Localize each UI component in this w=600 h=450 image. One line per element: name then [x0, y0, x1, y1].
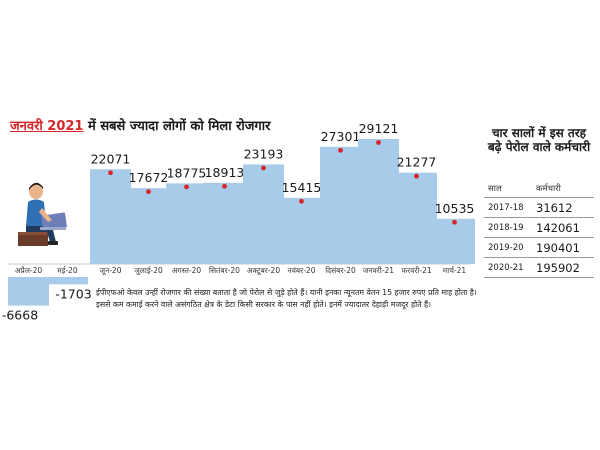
bar — [166, 183, 207, 264]
chart-headline: जनवरी 2021 में सबसे ज्यादा लोगों को मिला… — [10, 116, 270, 134]
side-table-title: चार सालों में इस तरह बढ़े पेरोल वाले कर्… — [487, 126, 591, 154]
data-label: 18775 — [167, 165, 207, 180]
bar-top-marker — [146, 189, 151, 195]
row-year: 2017-18 — [488, 202, 524, 213]
table-row: 2020-21 195902 — [484, 258, 594, 278]
data-label: -6668 — [2, 308, 38, 323]
data-label: 10535 — [435, 201, 475, 216]
footnote: ईपीएफओ केवल उन्हीं रोजगार की संख्या बतात… — [96, 288, 477, 309]
bar-top-marker — [261, 165, 266, 171]
bar-top-marker — [376, 140, 381, 145]
bar — [358, 139, 399, 264]
category-label: मार्च-21 — [443, 266, 467, 275]
table-row: 2018-19 142061 — [484, 218, 594, 238]
category-label: मई-20 — [57, 266, 78, 275]
row-year: 2020-21 — [488, 262, 524, 273]
category-label: फरवरी-21 — [401, 266, 432, 275]
data-label: 21277 — [397, 155, 437, 170]
head-shape — [29, 185, 43, 199]
data-label: 22071 — [91, 151, 131, 166]
bar-top-marker — [222, 183, 227, 189]
category-label: दिसंबर-20 — [325, 266, 356, 275]
bar — [243, 164, 284, 264]
bar-top-marker — [108, 170, 113, 176]
header-employees: कर्मचारी — [536, 184, 561, 194]
category-label: अक्टूबर-20 — [247, 266, 280, 276]
category-label: जून-20 — [100, 266, 122, 276]
row-year: 2018-19 — [488, 222, 524, 233]
data-label: 17672 — [129, 170, 169, 185]
box-shape — [18, 232, 48, 246]
bar — [47, 277, 88, 285]
bar-top-marker — [452, 219, 457, 225]
bar — [320, 146, 361, 264]
bar — [396, 172, 437, 264]
bar-top-marker — [338, 147, 343, 153]
torso-shape — [26, 199, 46, 226]
category-label: अगस्त-20 — [172, 266, 202, 275]
category-label: नवंबर-20 — [288, 266, 316, 275]
bar — [90, 169, 131, 264]
row-value: 31612 — [536, 200, 573, 215]
bar-top-marker — [299, 198, 304, 204]
bar — [8, 277, 49, 306]
category-label: अप्रैल-20 — [15, 266, 43, 275]
side-table-header: साल कर्मचारी — [484, 183, 594, 198]
bar — [434, 218, 475, 264]
data-label: 29121 — [359, 121, 399, 136]
table-row: 2017-18 31612 — [484, 198, 594, 218]
row-year: 2019-20 — [488, 242, 524, 253]
table-row: 2019-20 190401 — [484, 238, 594, 258]
headline-highlight: जनवरी 2021 — [10, 119, 84, 134]
data-label: 23193 — [244, 146, 284, 161]
bar-top-marker — [184, 184, 189, 190]
data-label: 15415 — [282, 180, 322, 195]
row-value: 142061 — [536, 220, 580, 235]
headline-rest: में सबसे ज्यादा लोगों को मिला रोजगार — [88, 119, 271, 134]
person-with-laptop-icon — [18, 182, 67, 246]
bar — [204, 182, 245, 264]
data-label: 27301 — [321, 129, 361, 144]
header-year: साल — [488, 184, 502, 194]
category-label: जुलाई-20 — [134, 266, 163, 276]
side-table: साल कर्मचारी 2017-18 31612 2018-19 14206… — [484, 183, 594, 278]
row-value: 190401 — [536, 240, 580, 255]
category-label: सितंबर-20 — [209, 266, 240, 275]
category-label: जनवरी-21 — [363, 266, 394, 275]
data-label: -1703 — [55, 286, 91, 301]
bar — [281, 197, 322, 264]
data-label: 18913 — [205, 165, 245, 180]
bar-top-marker — [414, 173, 419, 179]
row-value: 195902 — [536, 260, 580, 275]
bar — [128, 188, 169, 264]
